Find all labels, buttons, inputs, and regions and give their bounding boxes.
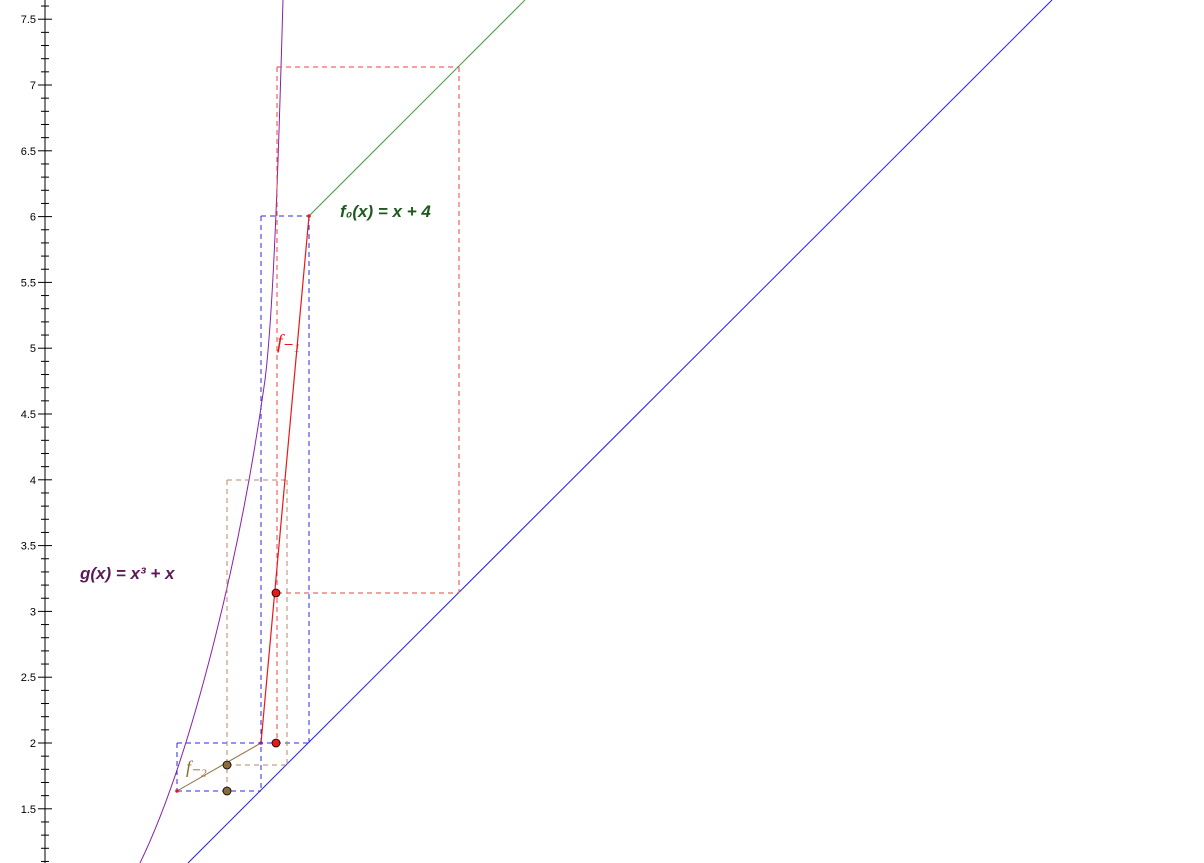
y-tick-label: 4	[30, 475, 36, 487]
red-dashed-rectangle	[276, 66, 460, 743]
f-minus2-label: f₋₂	[186, 757, 207, 777]
f-minus1-line	[260, 215, 310, 744]
red-point-upper[interactable]	[271, 588, 281, 598]
y-tick-label: 5	[30, 343, 36, 355]
y-tick-label: 7	[30, 80, 36, 92]
y-tick-label: 2	[30, 738, 36, 750]
y-axis-major-ticks: 1.5 2 2.5 3 3.5 4 4.5 5 5.5 6 6.5 7 7.5	[21, 14, 36, 816]
y-tick-label: 1.5	[21, 804, 36, 816]
y-tick-label: 4.5	[21, 409, 36, 421]
y-tick-label: 3	[30, 606, 36, 618]
f0-line	[308, 0, 526, 217]
f-minus2-start-point	[175, 789, 179, 793]
f-minus1-start-point	[259, 741, 263, 745]
g-curve	[139, 0, 284, 863]
y-axis-minor-ticks	[38, 5, 52, 862]
y-tick-label: 2.5	[21, 672, 36, 684]
f0-start-point	[307, 214, 311, 218]
g-label: g(x) = x³ + x	[79, 564, 176, 583]
red-point-lower[interactable]	[271, 738, 281, 748]
f-minus2-line	[176, 742, 262, 792]
y-tick-label: 6	[30, 212, 36, 224]
identity-line	[187, 0, 1053, 863]
y-tick-label: 3.5	[21, 541, 36, 553]
brown-dashed-rectangle	[226, 479, 288, 791]
f0-label: f₀(x) = x + 4	[340, 202, 431, 221]
y-tick-label: 6.5	[21, 146, 36, 158]
brown-point-lower[interactable]	[222, 786, 232, 796]
brown-point-upper[interactable]	[222, 760, 232, 770]
y-tick-label: 5.5	[21, 277, 36, 289]
f-minus1-label: f₋₁	[277, 331, 300, 353]
y-tick-label: 7.5	[21, 14, 36, 26]
